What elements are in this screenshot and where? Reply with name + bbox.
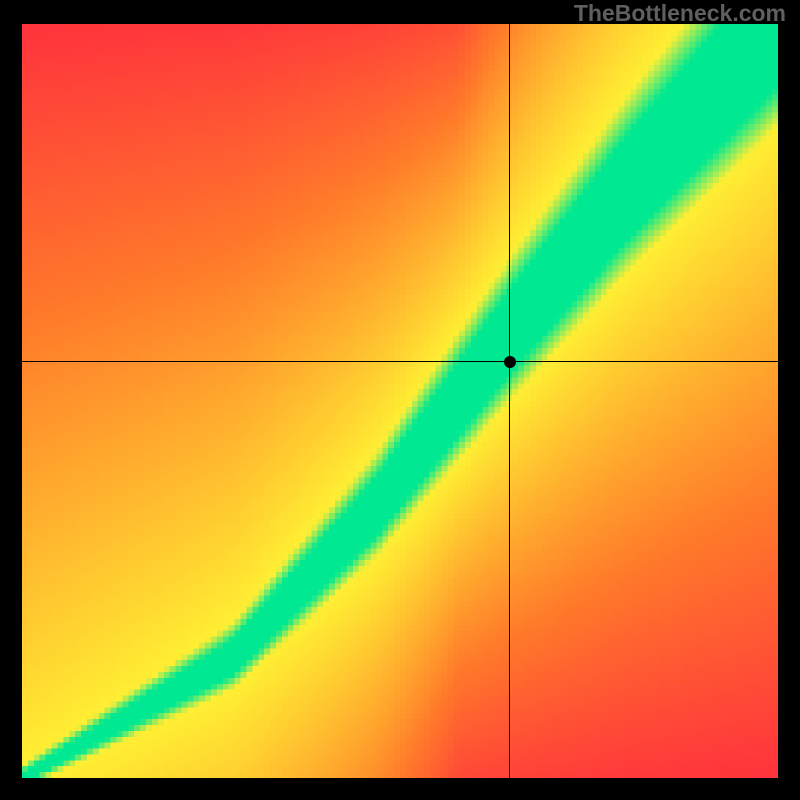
crosshair-dot <box>504 356 516 368</box>
heatmap-canvas <box>22 24 778 778</box>
watermark-text: TheBottleneck.com <box>574 0 786 27</box>
crosshair-vertical <box>509 24 510 778</box>
crosshair-horizontal <box>22 361 778 362</box>
chart-container: TheBottleneck.com <box>0 0 800 800</box>
